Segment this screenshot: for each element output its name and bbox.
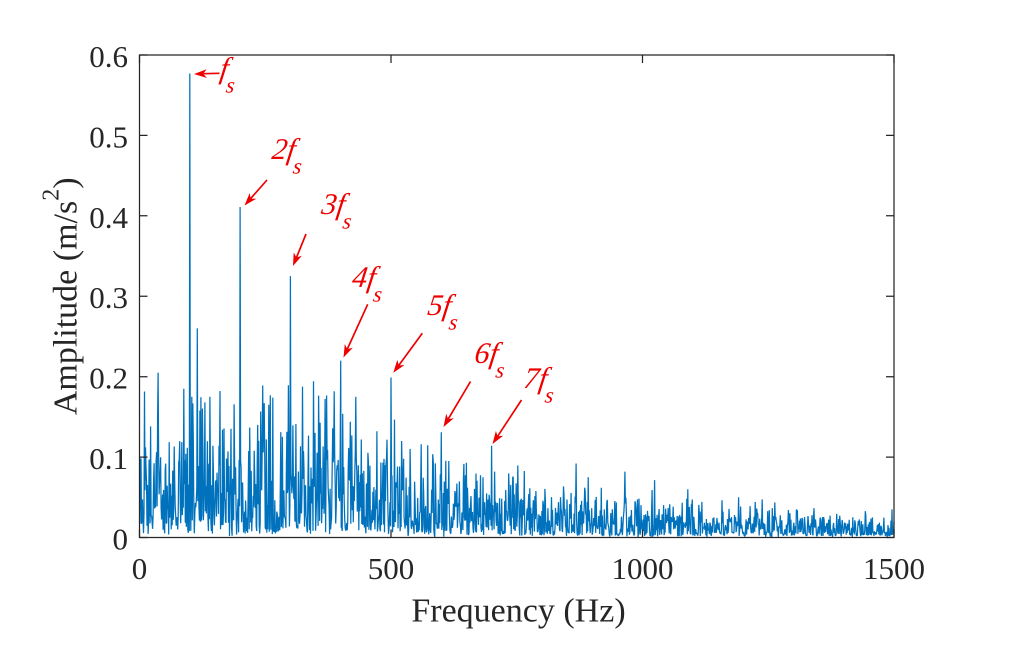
svg-text:0: 0 (113, 522, 129, 557)
svg-text:0.2: 0.2 (89, 361, 128, 396)
svg-text:0.6: 0.6 (89, 39, 128, 74)
svg-text:Frequency (Hz): Frequency (Hz) (411, 593, 625, 630)
svg-text:500: 500 (368, 551, 415, 586)
svg-text:0.5: 0.5 (89, 119, 128, 154)
svg-text:0.3: 0.3 (89, 280, 128, 315)
svg-text:1500: 1500 (863, 551, 925, 586)
svg-text:1000: 1000 (612, 551, 674, 586)
svg-text:0.4: 0.4 (89, 200, 128, 235)
svg-text:0: 0 (132, 551, 148, 586)
svg-text:0.1: 0.1 (89, 441, 128, 476)
